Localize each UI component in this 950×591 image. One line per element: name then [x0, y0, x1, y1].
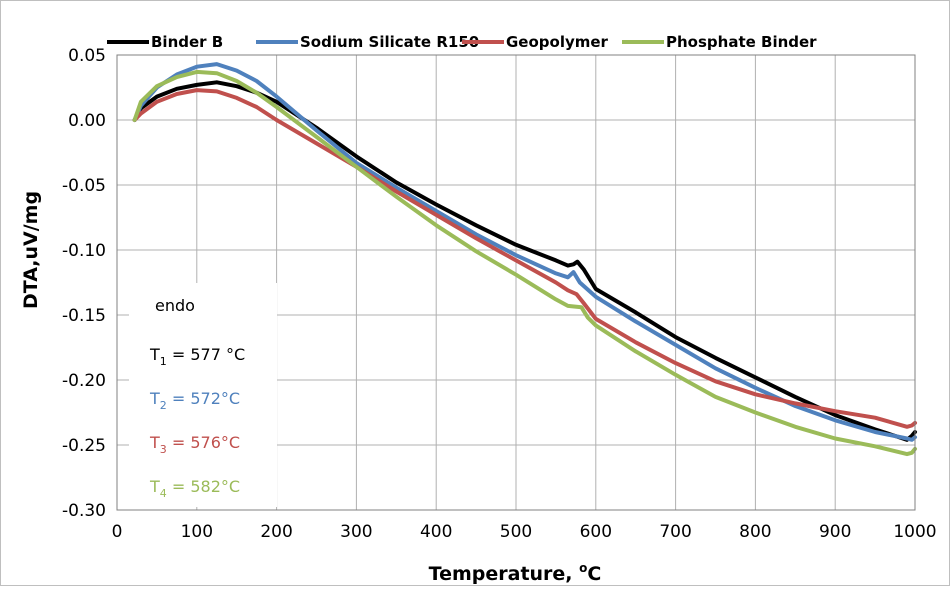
y-tick-label: 0.05 — [68, 46, 106, 66]
annotation-value: = 577 °C — [167, 345, 245, 364]
annotation-value: = 572°C — [167, 389, 240, 408]
series-line — [132, 69, 917, 457]
annotation-subscript: 1 — [160, 355, 167, 368]
x-axis-title-main: Temperature, — [429, 563, 580, 585]
x-tick-label: 100 — [181, 522, 213, 542]
annotation-subscript: 3 — [160, 443, 167, 456]
y-axis-title: DTA,uV/mg — [20, 191, 42, 309]
legend-label: Geopolymer — [506, 33, 609, 51]
annotation-temperature: T2 = 572°C — [149, 389, 240, 412]
annotation-endo: endo — [155, 296, 195, 315]
legend-label: Sodium Silicate R150 — [300, 33, 479, 51]
plot-area-border — [116, 54, 916, 511]
x-tick-label: 400 — [420, 522, 452, 542]
y-tick-label: -0.20 — [62, 371, 106, 391]
annotation-value: = 576°C — [167, 433, 240, 452]
series-line — [132, 80, 917, 442]
y-tick-label: -0.25 — [62, 436, 106, 456]
y-tick-label: -0.05 — [62, 176, 106, 196]
annotation-temperature: T3 = 576°C — [149, 433, 240, 456]
x-tick-label: 500 — [500, 522, 532, 542]
annotation-box — [129, 283, 277, 507]
y-tick-label: -0.15 — [62, 306, 106, 326]
x-tick-label: 600 — [580, 522, 612, 542]
x-tick-label: 200 — [260, 522, 292, 542]
annotation-symbol: T — [149, 433, 160, 452]
annotation-symbol: T — [149, 389, 160, 408]
annotation-symbol: T — [149, 345, 160, 364]
y-tick-label: 0.00 — [68, 111, 106, 131]
annotation-temperature: T4 = 582°C — [149, 477, 240, 500]
axes: 0 100 200 300 400 500 600 700 800 900 1000 0.05 0.00… — [62, 46, 937, 542]
y-tick-label: -0.30 — [62, 501, 106, 521]
x-tick-label: 0 — [112, 522, 123, 542]
series-line — [132, 88, 917, 429]
y-tick-label: -0.10 — [62, 241, 106, 261]
x-tick-label: 700 — [659, 522, 691, 542]
series-lines — [132, 62, 917, 457]
x-tick-label: 900 — [819, 522, 851, 542]
x-tick-label: 800 — [739, 522, 771, 542]
annotation-value: = 582°C — [167, 477, 240, 496]
annotation-temperature: T1 = 577 °C — [149, 345, 245, 368]
legend: Binder B Sodium Silicate R150 Geopolymer Ph… — [107, 33, 817, 51]
x-axis-title-unit: C — [587, 563, 601, 585]
annotation-subscript: 4 — [160, 487, 167, 500]
x-tick-label: 1000 — [893, 522, 936, 542]
annotation-symbol: T — [149, 477, 160, 496]
x-axis-title-sup: o — [579, 561, 587, 575]
x-axis-title: Temperature, oC — [429, 561, 602, 585]
legend-label: Phosphate Binder — [666, 33, 817, 51]
x-tick-label: 300 — [340, 522, 372, 542]
annotation-subscript: 2 — [160, 399, 167, 412]
series-line — [132, 62, 917, 442]
legend-label: Binder B — [151, 33, 223, 51]
